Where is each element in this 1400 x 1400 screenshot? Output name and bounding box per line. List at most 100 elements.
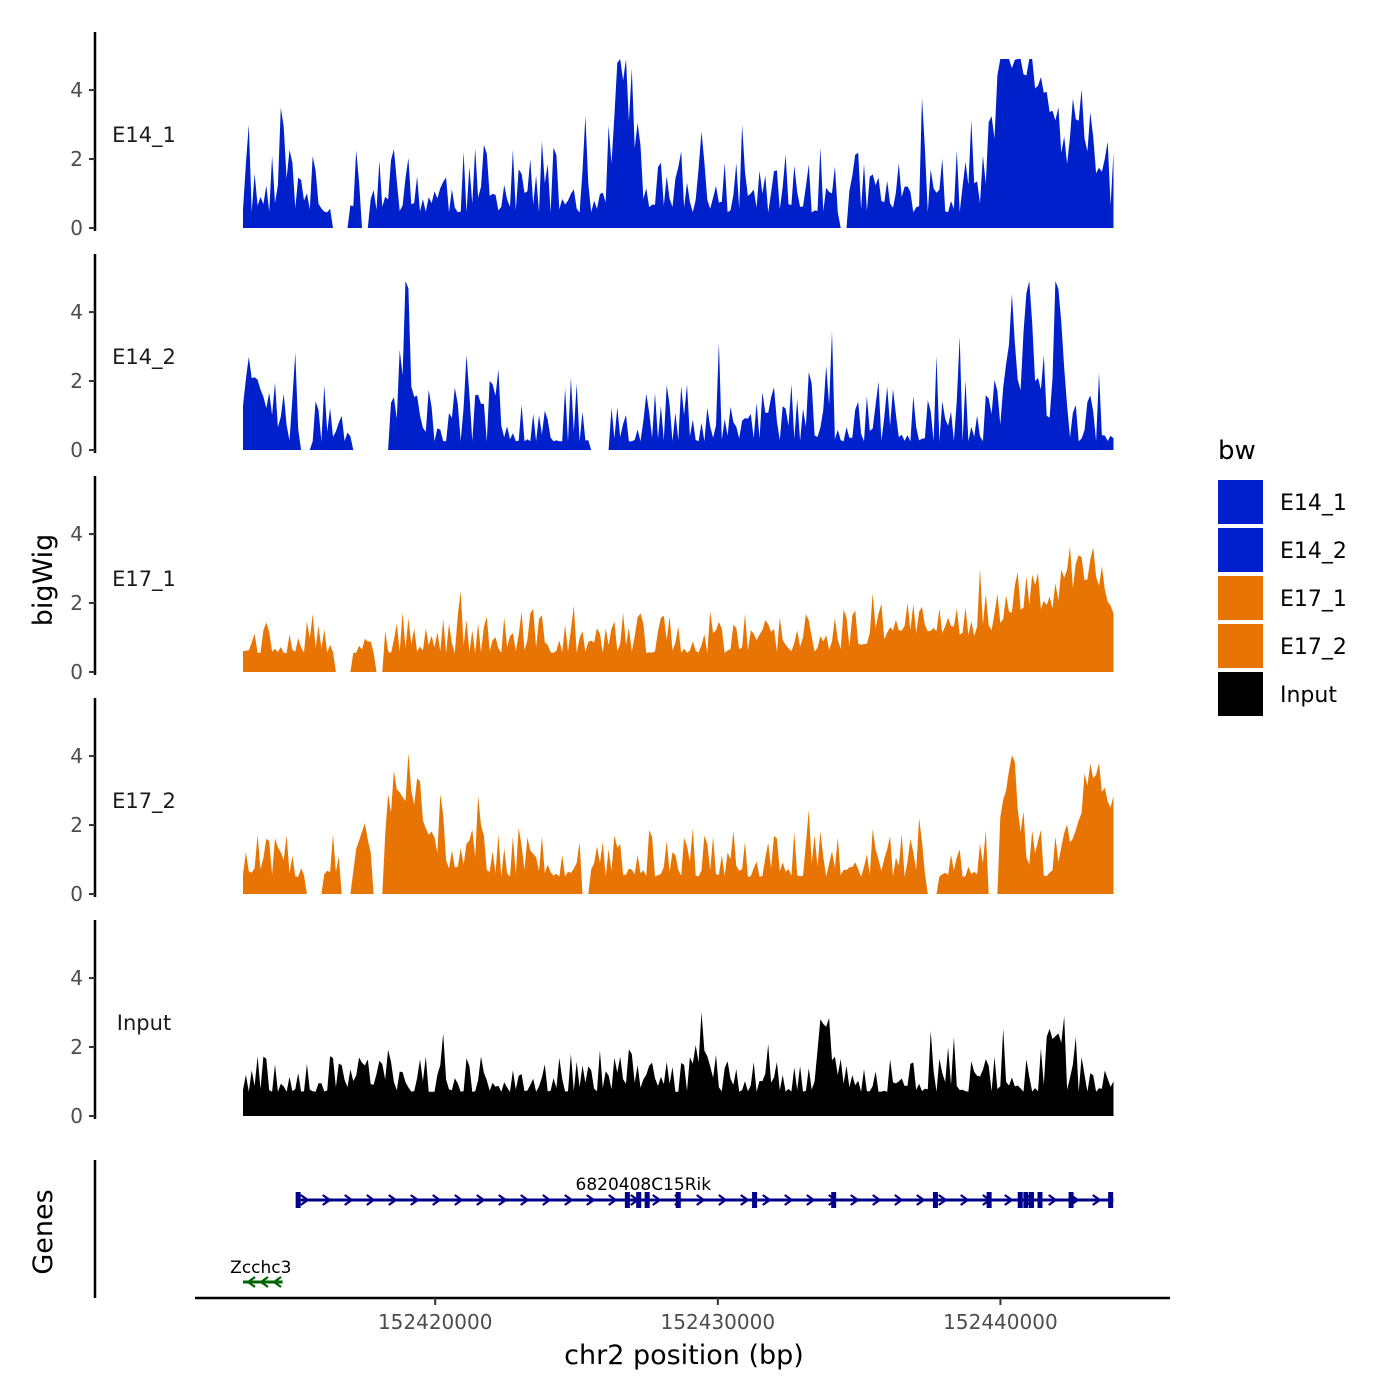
gene-label: 6820408C15Rik: [576, 1175, 712, 1195]
y-tick-label: 0: [70, 882, 83, 906]
y-tick-label: 4: [70, 966, 83, 990]
strand-arrow: [344, 1194, 354, 1206]
strand-arrow: [432, 1194, 442, 1206]
legend-label: E17_1: [1280, 587, 1347, 612]
genes-panel: 6820408C15Rik Zcchc3: [93, 1160, 1114, 1298]
strand-arrow: [696, 1194, 706, 1206]
strand-arrow: [718, 1194, 728, 1206]
strand-arrow: [322, 1194, 332, 1206]
track-E17_2: 0 2 4 E17_2: [70, 698, 1114, 906]
exon: [1017, 1192, 1023, 1208]
legend-swatch: [1218, 528, 1263, 572]
x-axis-title: chr2 position (bp): [564, 1340, 804, 1371]
track-Input: 0 2 4 Input: [70, 920, 1114, 1128]
signal-area-E17_1: [243, 546, 1114, 672]
y-tick-label: 4: [70, 744, 83, 768]
y-tick-label: 4: [70, 78, 83, 102]
y-tick-label: 4: [70, 522, 83, 546]
strand-arrow: [410, 1194, 420, 1206]
y-tick-label: 2: [70, 813, 83, 837]
strand-arrow: [454, 1194, 464, 1206]
exon: [295, 1192, 301, 1208]
y-tick-label: 4: [70, 300, 83, 324]
strand-arrow: [806, 1194, 816, 1206]
strand-arrow: [608, 1194, 618, 1206]
y-tick-label: 2: [70, 591, 83, 615]
track-E17_1: 0 2 4 E17_1: [70, 476, 1114, 684]
track-panels: 0 2 4 E14_1 0 2 4 E14_2 0 2 4 E17_1 0 2 4 E17_2 0 2 4 Input: [70, 32, 1114, 1128]
strand-arrow: [1048, 1194, 1058, 1206]
exon: [1068, 1192, 1074, 1208]
signal-area-E14_2: [243, 281, 1114, 450]
signal-area-E17_2: [243, 753, 1114, 894]
strand-arrow: [652, 1194, 662, 1206]
x-tick-label: 152440000: [943, 1310, 1058, 1334]
legend-label: E14_2: [1280, 539, 1347, 564]
strand-arrow: [872, 1194, 882, 1206]
signal-area-Input: [243, 1012, 1114, 1116]
track-E14_1: 0 2 4 E14_1: [70, 32, 1114, 240]
exon: [1029, 1192, 1035, 1208]
y-tick-label: 2: [70, 1035, 83, 1059]
legend-swatch: [1218, 480, 1263, 524]
track-label: E17_1: [112, 567, 176, 592]
strand-arrow: [259, 1276, 269, 1288]
y-axis-title: bigWig: [28, 534, 59, 627]
y-tick-label: 0: [70, 216, 83, 240]
gene-label: Zcchc3: [230, 1258, 291, 1278]
y-tick-label: 2: [70, 369, 83, 393]
y-tick-label: 0: [70, 1104, 83, 1128]
exon: [831, 1192, 837, 1208]
strand-arrow: [850, 1194, 860, 1206]
strand-arrow: [366, 1194, 376, 1206]
y-tick-label: 2: [70, 147, 83, 171]
legend-label: E14_1: [1280, 491, 1347, 516]
x-tick-label: 152420000: [378, 1310, 493, 1334]
track-E14_2: 0 2 4 E14_2: [70, 254, 1114, 462]
exon: [1037, 1192, 1043, 1208]
legend-swatch: [1218, 576, 1263, 620]
strand-arrow: [388, 1194, 398, 1206]
signal-area-E14_1: [243, 59, 1114, 228]
exon: [675, 1192, 681, 1208]
y-tick-label: 0: [70, 660, 83, 684]
track-label: Input: [117, 1011, 171, 1035]
legend-label: E17_2: [1280, 635, 1347, 660]
strand-arrow: [1004, 1194, 1014, 1206]
strand-arrow: [740, 1194, 750, 1206]
strand-arrow: [938, 1194, 948, 1206]
strand-arrow: [1092, 1194, 1102, 1206]
track-label: E14_1: [112, 123, 176, 148]
gene-Zcchc3: Zcchc3: [230, 1258, 291, 1288]
legend-label: Input: [1280, 683, 1337, 708]
strand-arrow: [272, 1276, 282, 1288]
track-label: E17_2: [112, 789, 176, 814]
strand-arrow: [520, 1194, 530, 1206]
strand-arrow: [894, 1194, 904, 1206]
legend-swatch: [1218, 624, 1263, 668]
strand-arrow: [784, 1194, 794, 1206]
strand-arrow: [498, 1194, 508, 1206]
strand-arrow: [476, 1194, 486, 1206]
strand-arrow: [300, 1194, 310, 1206]
strand-arrow: [564, 1194, 574, 1206]
genes-axis-title: Genes: [28, 1189, 59, 1274]
exon: [1023, 1192, 1029, 1208]
exon: [986, 1192, 992, 1208]
exon: [752, 1192, 758, 1208]
legend: bw E14_1 E14_2 E17_1 E17_2 Input: [1218, 436, 1347, 716]
track-label: E14_2: [112, 345, 176, 370]
gene-6820408C15Rik: 6820408C15Rik: [295, 1175, 1114, 1208]
exon: [932, 1192, 938, 1208]
strand-arrow: [916, 1194, 926, 1206]
strand-arrow: [586, 1194, 596, 1206]
exon: [636, 1192, 642, 1208]
strand-arrow: [246, 1276, 256, 1288]
y-tick-label: 0: [70, 438, 83, 462]
exon: [644, 1192, 650, 1208]
exon: [1108, 1192, 1114, 1208]
exon: [624, 1192, 630, 1208]
x-axis: 152420000 152430000 152440000: [195, 1296, 1170, 1334]
strand-arrow: [960, 1194, 970, 1206]
